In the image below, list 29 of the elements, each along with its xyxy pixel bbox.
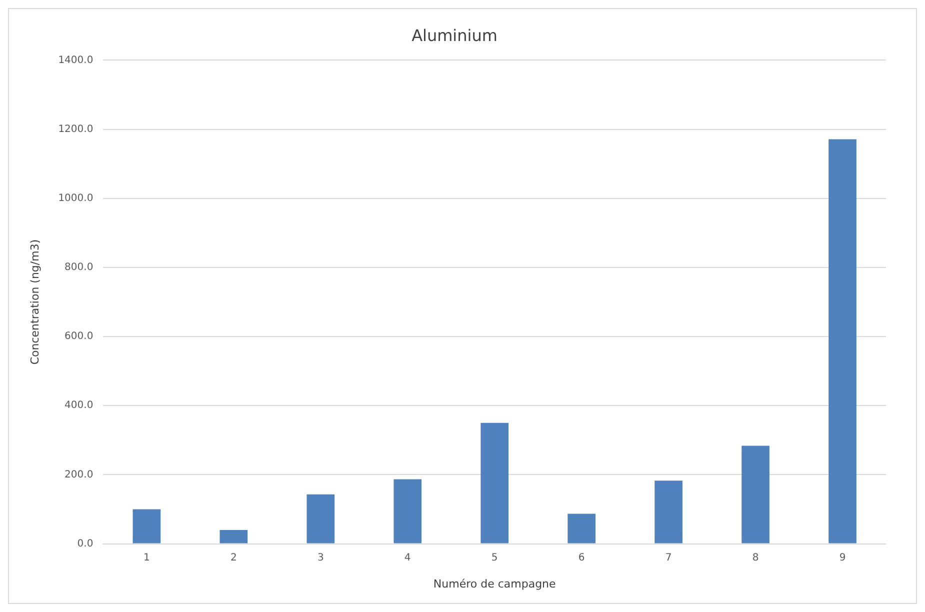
x-axis-title: Numéro de campagne (433, 577, 556, 590)
bar (568, 514, 596, 544)
x-tick-label: 8 (752, 552, 759, 564)
y-tick-label: 1000.0 (58, 192, 94, 204)
bar (220, 530, 248, 544)
x-tick-label: 4 (404, 552, 411, 564)
y-tick-label: 400.0 (64, 400, 94, 412)
y-tick-label: 200.0 (64, 469, 94, 480)
x-tick-label: 5 (491, 552, 498, 564)
bar (480, 422, 509, 544)
y-tick-label: 1200.0 (58, 124, 94, 135)
y-axis-title: Concentration (ng/m3) (28, 239, 42, 365)
bar (306, 494, 335, 544)
x-tick-label: 9 (839, 552, 846, 564)
chart-title: Aluminium (412, 26, 498, 45)
y-tick-label: 0.0 (77, 538, 94, 550)
y-tick-label: 800.0 (64, 262, 94, 274)
bar (742, 446, 770, 544)
y-tick-label: 600.0 (64, 331, 94, 342)
x-tick-label: 2 (230, 552, 237, 564)
bar (132, 509, 161, 544)
bar (828, 139, 856, 544)
bar (394, 479, 422, 544)
y-tick-label: 1400.0 (58, 54, 94, 66)
x-tick-label: 3 (317, 552, 324, 564)
x-tick-label: 1 (143, 552, 150, 564)
x-tick-label: 6 (578, 552, 585, 564)
x-tick-label: 7 (665, 552, 672, 564)
bar (654, 480, 682, 544)
